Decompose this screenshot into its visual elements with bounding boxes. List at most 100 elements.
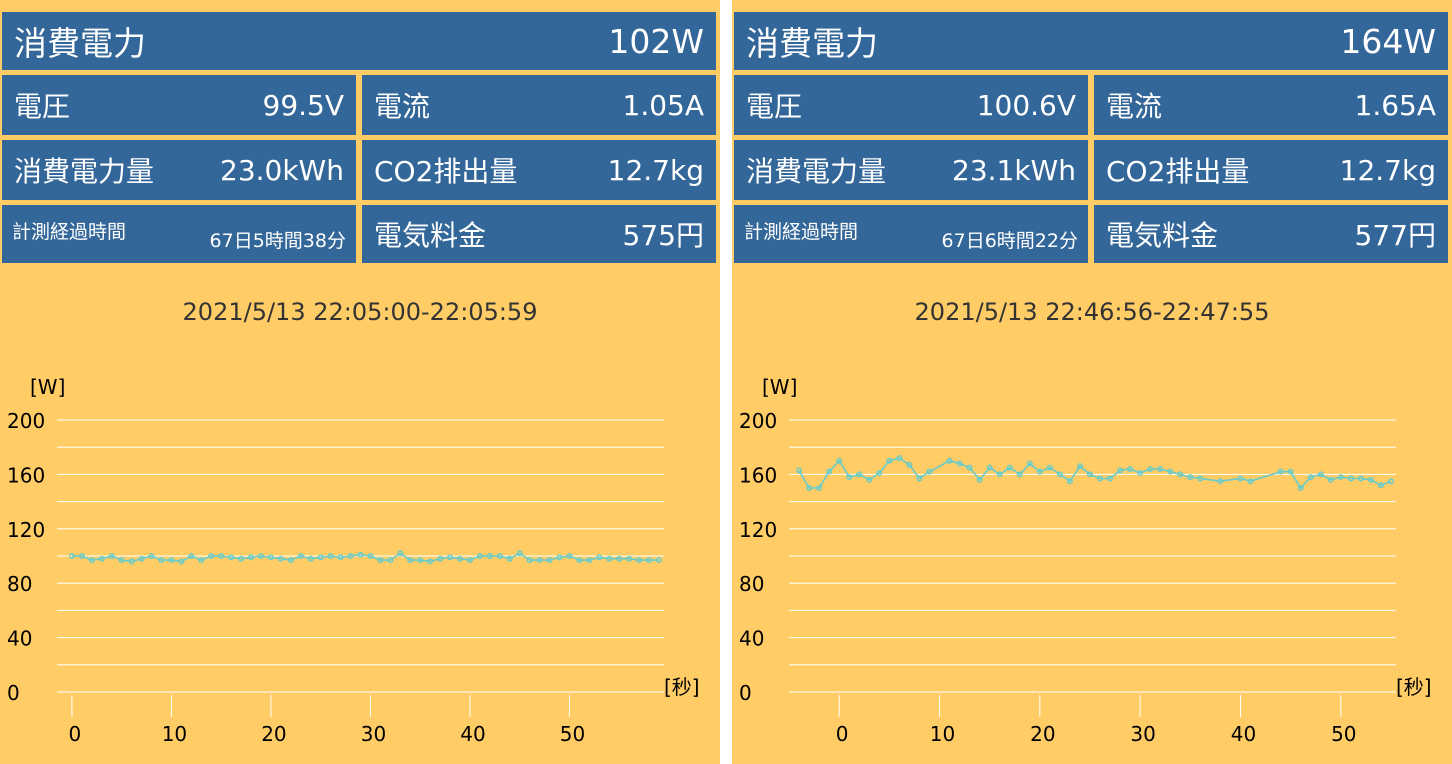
- co2-value: 12.7kg: [607, 153, 704, 187]
- data-point: [1217, 478, 1224, 485]
- data-point: [138, 555, 145, 562]
- x-tick-label: 50: [560, 722, 585, 746]
- data-point: [626, 555, 633, 562]
- data-point: [148, 552, 155, 559]
- data-point: [1066, 478, 1073, 485]
- y-tick-label: 160: [739, 463, 777, 487]
- co2-label: CO2排出量: [374, 155, 518, 188]
- data-point: [636, 557, 643, 564]
- y-axis-unit: [W]: [762, 375, 797, 399]
- data-point: [188, 552, 195, 559]
- data-point: [128, 558, 135, 565]
- data-point: [387, 557, 394, 564]
- data-point: [966, 464, 973, 471]
- y-tick-label: 120: [739, 518, 777, 542]
- data-point: [1347, 475, 1354, 482]
- data-point: [586, 557, 593, 564]
- y-tick-label: 200: [7, 409, 45, 433]
- x-tick-label: 40: [460, 722, 485, 746]
- co2-label: CO2排出量: [1106, 155, 1250, 188]
- y-tick-label: 0: [739, 681, 752, 705]
- data-point: [108, 552, 115, 559]
- data-point: [1187, 474, 1194, 481]
- data-point: [646, 557, 653, 564]
- data-point: [1307, 474, 1314, 481]
- x-tick-label: 20: [261, 722, 286, 746]
- data-point: [596, 554, 603, 561]
- voltage-label: 電圧: [14, 90, 71, 123]
- fee-label: 電気料金: [1106, 219, 1219, 252]
- fee-value: 575円: [622, 219, 704, 252]
- data-point: [347, 552, 354, 559]
- data-point: [178, 558, 185, 565]
- data-point: [986, 464, 993, 471]
- data-point: [327, 552, 334, 559]
- y-tick-label: 40: [739, 627, 764, 651]
- data-point: [397, 550, 404, 557]
- data-point: [826, 468, 833, 475]
- energy-label: 消費電力量: [746, 155, 887, 188]
- data-point: [1327, 476, 1334, 483]
- data-point: [856, 471, 863, 478]
- fee-cell: 電気料金 577円: [1094, 205, 1448, 263]
- data-point: [457, 555, 464, 562]
- data-point: [926, 468, 933, 475]
- data-point: [906, 461, 913, 468]
- x-tick-label: 40: [1231, 722, 1256, 746]
- elapsed-cell: 計測経過時間 67日6時間22分: [734, 205, 1088, 263]
- co2-value: 12.7kg: [1339, 153, 1436, 187]
- data-point: [1177, 471, 1184, 478]
- data-point: [297, 552, 304, 559]
- x-tick-label: 10: [162, 722, 187, 746]
- data-point: [1357, 475, 1364, 482]
- x-tick-label: 50: [1331, 722, 1356, 746]
- data-point: [277, 555, 284, 562]
- elapsed-value: 67日6時間22分: [941, 230, 1078, 252]
- power-cell: 消費電力 102W: [2, 12, 716, 70]
- data-point: [816, 484, 823, 491]
- data-point: [1006, 464, 1013, 471]
- data-point: [576, 557, 583, 564]
- y-axis-unit: [W]: [30, 375, 65, 399]
- energy-value: 23.0kWh: [220, 153, 344, 187]
- co2-cell: CO2排出量 12.7kg: [1094, 140, 1448, 200]
- voltage-cell: 電圧 100.6V: [734, 75, 1088, 135]
- current-label: 電流: [1106, 90, 1163, 123]
- data-point: [556, 554, 563, 561]
- data-point: [546, 557, 553, 564]
- data-point: [1127, 465, 1134, 472]
- x-axis-unit: [秒]: [664, 675, 700, 699]
- data-point: [916, 475, 923, 482]
- data-point: [996, 471, 1003, 478]
- energy-value: 23.1kWh: [952, 153, 1076, 187]
- y-tick-label: 160: [7, 463, 45, 487]
- data-point: [1097, 475, 1104, 482]
- x-tick-label: 10: [930, 722, 955, 746]
- data-point: [208, 552, 215, 559]
- y-tick-label: 120: [7, 518, 45, 542]
- data-point: [1237, 475, 1244, 482]
- data-point: [1107, 475, 1114, 482]
- data-point: [118, 557, 125, 564]
- data-point: [656, 557, 663, 564]
- data-point: [1387, 478, 1394, 485]
- voltage-value: 99.5V: [262, 88, 345, 122]
- data-point: [78, 552, 85, 559]
- elapsed-label: 計測経過時間: [12, 221, 127, 243]
- data-point: [337, 554, 344, 561]
- data-point: [377, 557, 384, 564]
- data-point: [516, 550, 523, 557]
- data-point: [1247, 478, 1254, 485]
- data-point: [287, 557, 294, 564]
- data-point: [407, 557, 414, 564]
- y-tick-label: 40: [7, 627, 32, 651]
- data-point: [307, 555, 314, 562]
- data-point: [1016, 471, 1023, 478]
- time-range: 2021/5/13 22:05:00-22:05:59: [182, 298, 538, 326]
- data-point: [1277, 468, 1284, 475]
- data-point: [427, 558, 434, 565]
- x-tick-label: 30: [1130, 722, 1155, 746]
- data-point: [476, 552, 483, 559]
- voltage-label: 電圧: [746, 90, 803, 123]
- data-point: [506, 555, 513, 562]
